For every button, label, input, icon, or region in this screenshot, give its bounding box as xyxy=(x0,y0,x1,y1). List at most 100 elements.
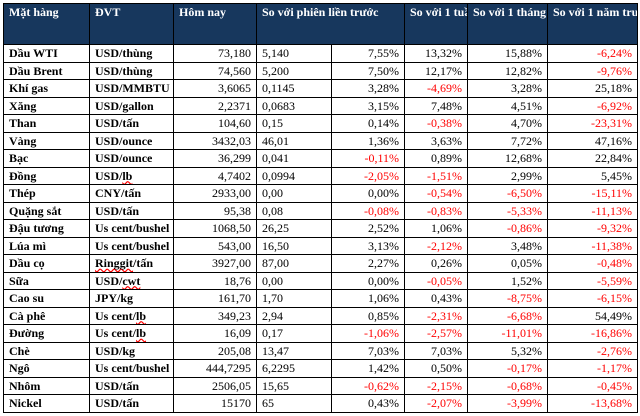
unit-cell: USD/ounce xyxy=(89,131,174,150)
vs-week-cell: 0,43% xyxy=(404,289,468,308)
vs-year-cell: -23,31% xyxy=(547,114,638,133)
change-pct-cell: 7,50% xyxy=(331,61,405,80)
vs-week-cell: 12,17% xyxy=(404,61,468,80)
price-today-cell: 2,2371 xyxy=(173,96,257,115)
vs-week-cell: -4,69% xyxy=(404,79,468,98)
spellcheck-flagged-text: cwt xyxy=(122,273,141,288)
change-pct-cell: 3,28% xyxy=(331,79,405,98)
vs-week-cell: 3,63% xyxy=(404,131,468,150)
vs-year-cell: -9,76% xyxy=(547,61,638,80)
unit-cell: USD/tấn xyxy=(89,114,174,133)
change-pct-cell: 0,00% xyxy=(331,184,405,203)
item-name-cell: Đồng xyxy=(3,166,90,185)
unit-cell: Us cent/lb xyxy=(89,324,174,343)
change-abs-cell: 0,1145 xyxy=(256,79,332,98)
change-pct-cell: 2,27% xyxy=(331,254,405,273)
vs-year-cell: -5,59% xyxy=(547,271,638,290)
unit-cell: USD/kg xyxy=(89,341,174,360)
table-row: Đậu tương Us cent/bushel 1068,50 26,25 2,52%… xyxy=(3,219,638,238)
item-name-cell: Lúa mì xyxy=(3,236,90,255)
item-name-cell: Thép xyxy=(3,184,90,203)
col-header-today: Hôm nay xyxy=(173,3,257,45)
vs-month-cell: 3,48% xyxy=(467,236,548,255)
unit-cell: USD/MMBTU xyxy=(89,79,174,98)
price-today-cell: 349,23 xyxy=(173,306,257,325)
change-pct-cell: 1,06% xyxy=(331,289,405,308)
price-today-cell: 3927,00 xyxy=(173,254,257,273)
change-pct-cell: 1,36% xyxy=(331,131,405,150)
item-name-cell: Dầu WTI xyxy=(3,44,90,63)
vs-year-cell: -11,13% xyxy=(547,201,638,220)
change-pct-cell: -2,05% xyxy=(331,166,405,185)
change-abs-cell: 0,0994 xyxy=(256,166,332,185)
vs-month-cell: 3,28% xyxy=(467,79,548,98)
unit-cell: USD/ounce xyxy=(89,149,174,168)
unit-cell: Us cent/bushel xyxy=(89,359,174,378)
vs-year-cell: -1,17% xyxy=(547,359,638,378)
vs-week-cell: 7,48% xyxy=(404,96,468,115)
change-pct-cell: 3,13% xyxy=(331,236,405,255)
price-today-cell: 2506,05 xyxy=(173,376,257,395)
price-today-cell: 444,7295 xyxy=(173,359,257,378)
vs-year-cell: -13,68% xyxy=(547,394,638,413)
vs-week-cell: 7,03% xyxy=(404,341,468,360)
unit-cell: JPY/kg xyxy=(89,289,174,308)
price-today-cell: 74,560 xyxy=(173,61,257,80)
table-row: Than USD/tấn 104,60 0,15 0,14% -0,38% 4,70% -23… xyxy=(3,114,638,133)
vs-year-cell: -11,38% xyxy=(547,236,638,255)
table-row: Nickel USD/tấn 15170 65 0,43% -2,07% -3,99% -13… xyxy=(3,394,638,413)
change-pct-cell: -0,11% xyxy=(331,149,405,168)
change-pct-cell: -0,08% xyxy=(331,201,405,220)
item-name-cell: Quặng sắt xyxy=(3,201,90,220)
vs-month-cell: 5,32% xyxy=(467,341,548,360)
change-pct-cell: 7,55% xyxy=(331,44,405,63)
unit-cell: CNY/tấn xyxy=(89,184,174,203)
vs-week-cell: -0,54% xyxy=(404,184,468,203)
item-name-cell: Vàng xyxy=(3,131,90,150)
vs-year-cell: -2,76% xyxy=(547,341,638,360)
col-header-vs-month: So với 1 tháng trước xyxy=(467,3,548,45)
unit-cell: USD/tấn xyxy=(89,376,174,395)
vs-month-cell: 12,68% xyxy=(467,149,548,168)
table-row: Chè USD/kg 205,08 13,47 7,03% 7,03% 5,32% -2,76… xyxy=(3,341,638,360)
price-today-cell: 36,299 xyxy=(173,149,257,168)
table-row: Đường Us cent/lb 16,09 0,17 -1,06% -2,57% -11,… xyxy=(3,324,638,343)
vs-week-cell: -2,15% xyxy=(404,376,468,395)
vs-month-cell: -5,33% xyxy=(467,201,548,220)
commodity-table-body: Dầu WTI USD/thùng 73,180 5,140 7,55% 13,32% 15… xyxy=(3,44,638,413)
price-today-cell: 4,7402 xyxy=(173,166,257,185)
unit-cell: USD/thùng xyxy=(89,44,174,63)
price-today-cell: 543,00 xyxy=(173,236,257,255)
change-pct-cell: 0,85% xyxy=(331,306,405,325)
vs-year-cell: -16,86% xyxy=(547,324,638,343)
item-name-cell: Than xyxy=(3,114,90,133)
change-abs-cell: 0,17 xyxy=(256,324,332,343)
table-row: Xăng USD/gallon 2,2371 0,0683 3,15% 7,48% 4,51… xyxy=(3,96,638,115)
vs-month-cell: 1,52% xyxy=(467,271,548,290)
price-today-cell: 104,60 xyxy=(173,114,257,133)
vs-month-cell: -11,01% xyxy=(467,324,548,343)
price-today-cell: 15170 xyxy=(173,394,257,413)
table-row: Dầu cọ Ringgit/tấn 3927,00 87,00 2,27% 0,26% 0… xyxy=(3,254,638,273)
vs-month-cell: -3,99% xyxy=(467,394,548,413)
change-abs-cell: 5,140 xyxy=(256,44,332,63)
change-abs-cell: 87,00 xyxy=(256,254,332,273)
change-abs-cell: 0,15 xyxy=(256,114,332,133)
item-name-cell: Dầu Brent xyxy=(3,61,90,80)
table-row: Vàng USD/ounce 3432,03 46,01 1,36% 3,63% 7,72%… xyxy=(3,131,638,150)
change-abs-cell: 6,2295 xyxy=(256,359,332,378)
table-row: Lúa mì Us cent/bushel 543,00 16,50 3,13% -2,1… xyxy=(3,236,638,255)
unit-cell: USD/lb xyxy=(89,166,174,185)
change-abs-cell: 0,00 xyxy=(256,184,332,203)
change-abs-cell: 0,0683 xyxy=(256,96,332,115)
vs-year-cell: -15,11% xyxy=(547,184,638,203)
change-abs-cell: 16,50 xyxy=(256,236,332,255)
vs-year-cell: -9,32% xyxy=(547,219,638,238)
item-name-cell: Đậu tương xyxy=(3,219,90,238)
change-pct-cell: 2,52% xyxy=(331,219,405,238)
change-pct-cell: -0,62% xyxy=(331,376,405,395)
change-abs-cell: 5,200 xyxy=(256,61,332,80)
price-today-cell: 73,180 xyxy=(173,44,257,63)
vs-week-cell: 0,50% xyxy=(404,359,468,378)
table-row: Sữa USD/cwt 18,76 0,00 0,00% -0,05% 1,52% -5,59… xyxy=(3,271,638,290)
